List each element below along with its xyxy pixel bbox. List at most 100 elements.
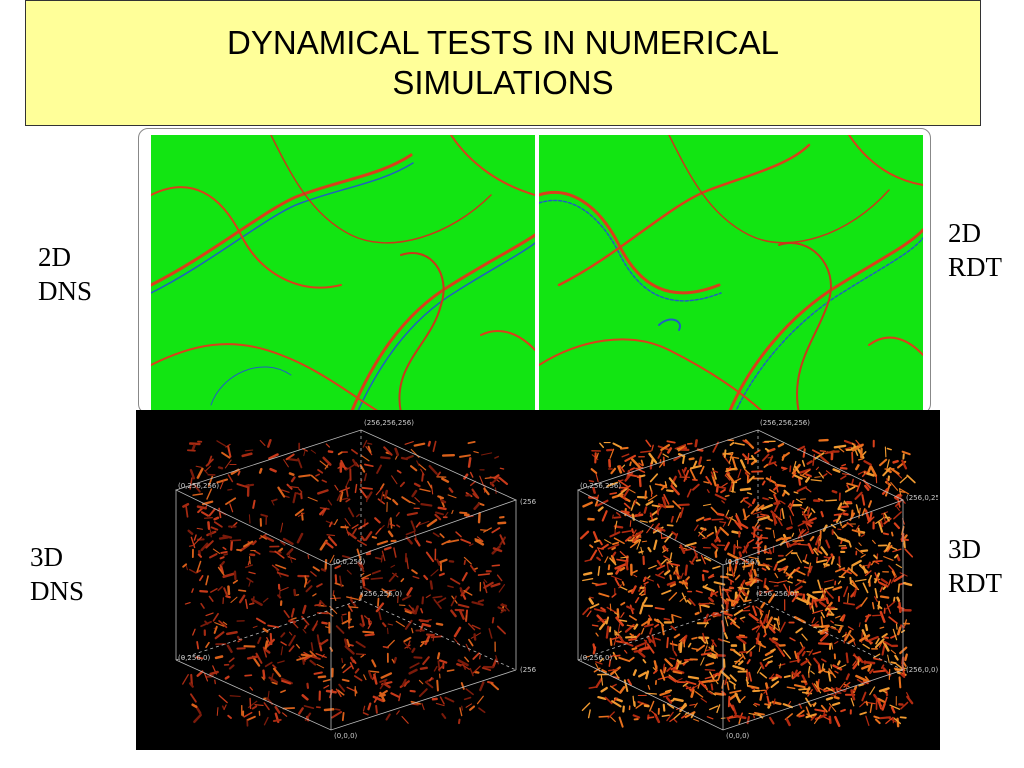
- turbulence-streak: [743, 499, 753, 507]
- turbulence-streak: [292, 492, 297, 504]
- turbulence-streak: [365, 446, 373, 456]
- turbulence-streak: [811, 605, 815, 613]
- turbulence-streak: [762, 613, 768, 624]
- turbulence-streak: [858, 507, 861, 519]
- turbulence-streak: [813, 625, 824, 629]
- turbulence-streak: [302, 604, 307, 615]
- turbulence-streak: [419, 642, 425, 647]
- turbulence-streak: [738, 522, 749, 529]
- turbulence-streak: [216, 478, 229, 484]
- turbulence-streak: [689, 464, 703, 470]
- turbulence-streak: [312, 620, 319, 632]
- turbulence-streak: [747, 684, 760, 690]
- turbulence-streak: [893, 717, 902, 725]
- turbulence-streak: [627, 678, 632, 686]
- turbulence-streak: [616, 558, 629, 563]
- turbulence-streak: [741, 652, 746, 660]
- turbulence-streak: [833, 444, 847, 449]
- turbulence-streak: [600, 543, 609, 550]
- turbulence-streak: [430, 635, 443, 639]
- turbulence-streak: [864, 484, 870, 491]
- turbulence-streak: [347, 603, 353, 612]
- turbulence-streak: [656, 564, 666, 570]
- turbulence-streak: [599, 657, 604, 663]
- turbulence-streak: [701, 537, 708, 540]
- turbulence-streak: [795, 498, 803, 504]
- turbulence-streak: [647, 546, 652, 553]
- turbulence-streak: [356, 548, 362, 561]
- turbulence-streak: [200, 542, 209, 552]
- turbulence-streak: [836, 660, 841, 666]
- turbulence-streak: [794, 465, 800, 474]
- turbulence-streak: [213, 521, 223, 528]
- turbulence-streak: [205, 540, 214, 549]
- turbulence-streak: [464, 656, 470, 663]
- turbulence-streak: [840, 505, 850, 509]
- turbulence-streak: [243, 711, 253, 718]
- turbulence-streak: [614, 520, 618, 530]
- turbulence-streak: [818, 601, 827, 608]
- turbulence-streak: [666, 581, 676, 586]
- turbulence-streak: [879, 610, 886, 623]
- turbulence-streak: [441, 713, 447, 720]
- turbulence-streak: [604, 556, 609, 564]
- turbulence-streak: [579, 530, 590, 540]
- turbulence-streak: [901, 459, 908, 470]
- turbulence-streak: [894, 654, 899, 661]
- turbulence-streak: [767, 517, 774, 522]
- turbulence-streak: [666, 711, 674, 722]
- turbulence-streak: [768, 593, 776, 604]
- turbulence-streak: [795, 579, 805, 587]
- turbulence-streak: [708, 705, 719, 711]
- turbulence-streak: [759, 661, 765, 670]
- turbulence-streak: [657, 451, 663, 459]
- turbulence-streak: [338, 683, 346, 692]
- turbulence-streak: [699, 465, 705, 475]
- turbulence-streak: [280, 646, 284, 656]
- turbulence-streak: [640, 450, 652, 454]
- turbulence-streak: [375, 527, 382, 535]
- turbulence-streak: [781, 451, 790, 459]
- turbulence-streak: [668, 592, 678, 601]
- turbulence-streak: [501, 603, 510, 612]
- turbulence-streak: [191, 703, 198, 709]
- turbulence-streak: [393, 547, 397, 558]
- turbulence-streak: [463, 473, 469, 480]
- turbulence-streak: [196, 640, 200, 650]
- turbulence-streak: [322, 679, 331, 683]
- turbulence-streak: [721, 500, 725, 504]
- turbulence-streak: [615, 512, 621, 516]
- turbulence-streak: [702, 503, 712, 507]
- turbulence-streak: [360, 572, 365, 576]
- turbulence-streak: [881, 633, 888, 639]
- turbulence-streak: [403, 636, 412, 643]
- turbulence-streak: [869, 702, 873, 713]
- turbulence-streak: [820, 630, 829, 635]
- turbulence-streak: [690, 545, 697, 548]
- turbulence-streak: [819, 626, 829, 635]
- turbulence-streak: [634, 513, 644, 517]
- turbulence-streak: [362, 705, 366, 712]
- turbulence-streak: [723, 612, 733, 617]
- turbulence-streak: [773, 698, 776, 705]
- turbulence-streak: [189, 468, 196, 480]
- turbulence-streak: [616, 608, 620, 619]
- turbulence-streak: [401, 678, 407, 687]
- turbulence-streak: [648, 452, 658, 464]
- turbulence-streak: [893, 522, 901, 530]
- turbulence-streak: [481, 667, 492, 672]
- turbulence-streak: [255, 652, 263, 664]
- turbulence-streak: [315, 652, 327, 659]
- turbulence-streak: [589, 596, 594, 599]
- turbulence-streak: [680, 572, 684, 580]
- turbulence-streak: [853, 588, 857, 598]
- turbulence-streak: [825, 539, 831, 549]
- turbulence-streak: [383, 546, 392, 551]
- turbulence-streak: [899, 476, 908, 484]
- turbulence-streak: [673, 718, 678, 723]
- cube-right-label-lower-right: (256,0,0): [906, 666, 938, 674]
- turbulence-streak: [361, 486, 373, 490]
- turbulence-streak: [683, 469, 690, 482]
- turbulence-streak: [893, 554, 899, 559]
- turbulence-streak: [396, 469, 402, 474]
